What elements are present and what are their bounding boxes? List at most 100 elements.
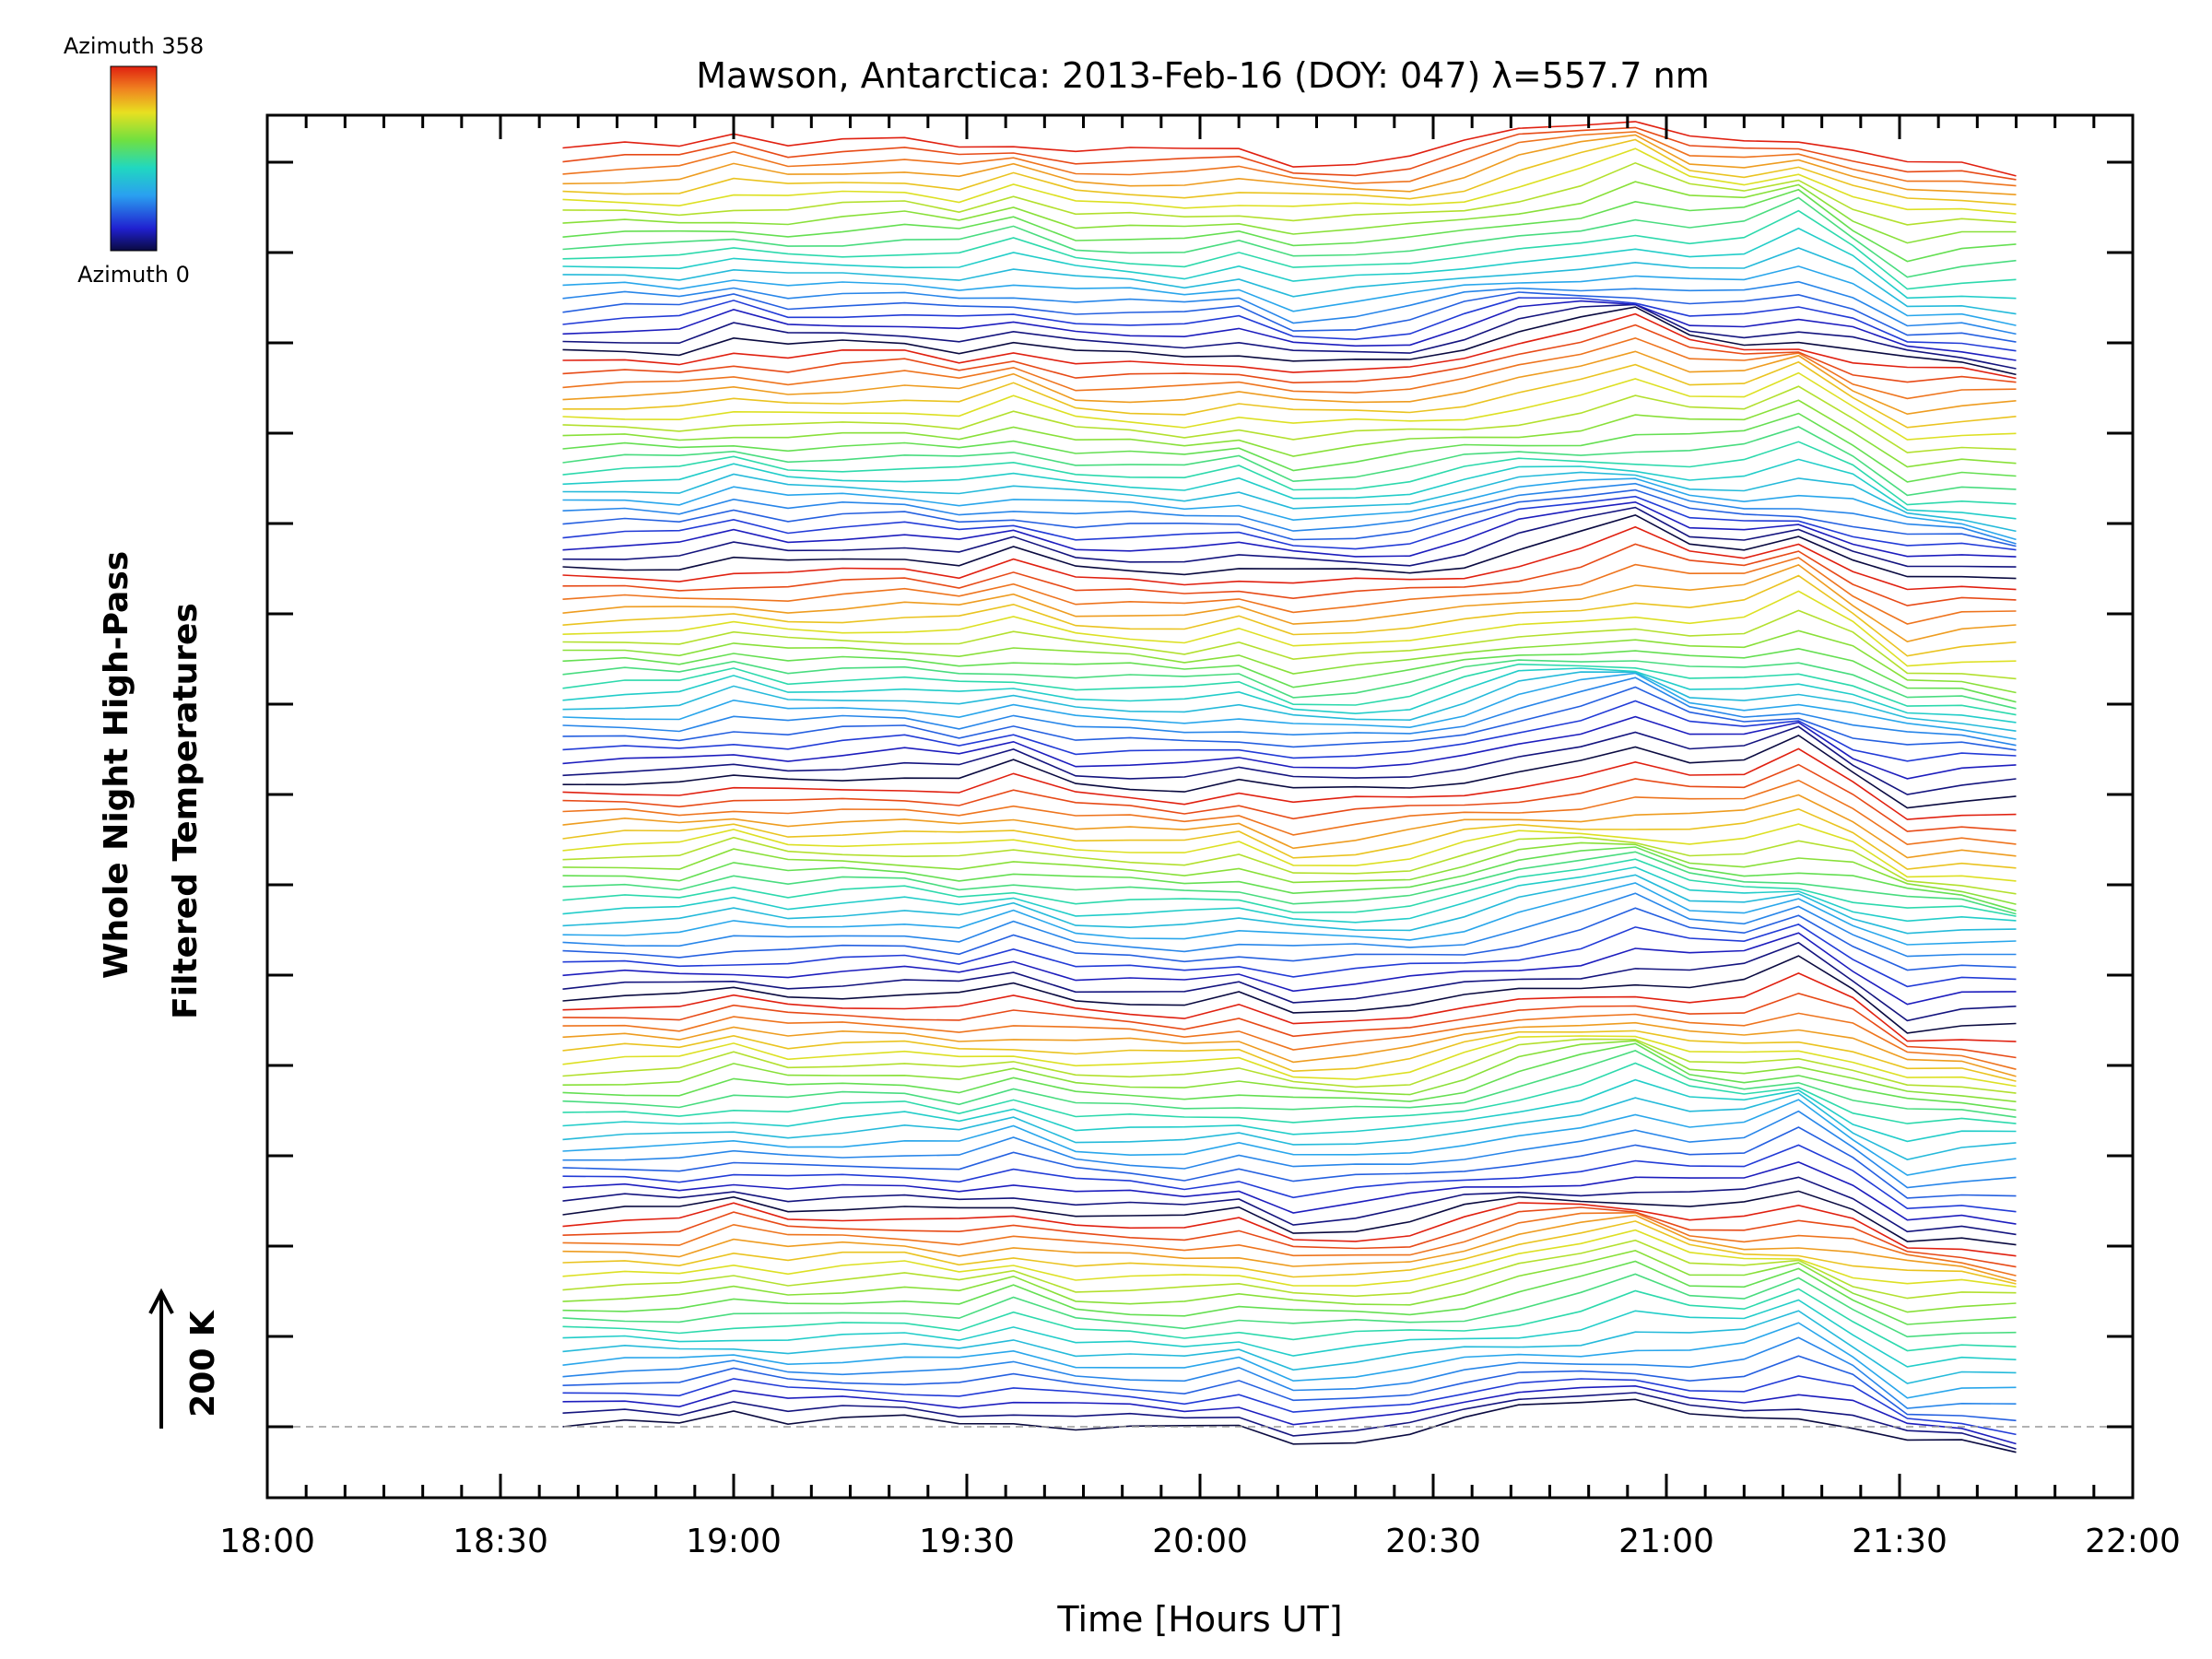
azimuth-series-line [562,924,2017,988]
azimuth-series-line [562,907,2017,971]
plot-frame [265,113,2135,1500]
azimuth-series-line [562,506,2017,568]
azimuth-series-line [562,227,2017,300]
azimuth-series-line [562,1050,2017,1118]
azimuth-series-line [562,874,2017,935]
azimuth-series-line [562,866,2017,924]
azimuth-series-line [562,858,2017,917]
azimuth-series-line [562,1035,2017,1088]
azimuth-series-line [562,324,2017,384]
azimuth-series-line [562,458,2017,520]
azimuth-series-line [562,1110,2017,1189]
azimuth-series-line [562,291,2017,343]
x-axis-ticks: 18:00 18:30 19:00 19:30 20:00 20:30 21:00 21:30… [219,115,2181,1560]
azimuth-series-line [562,525,2017,591]
azimuth-series-line [562,841,2017,905]
azimuth-series-line [562,1392,2017,1450]
azimuth-series-line [562,1375,2017,1436]
azimuth-series-line [562,265,2017,326]
plot-series-group [562,121,2017,1453]
azimuth-series-line [562,1021,2017,1077]
x-tick-label: 19:30 [919,1523,1015,1560]
x-tick-label: 20:30 [1385,1523,1481,1560]
azimuth-series-line [562,794,2017,859]
azimuth-series-line [562,247,2017,315]
azimuth-series-line [562,181,2017,244]
azimuth-series-line [562,609,2017,680]
azimuth-series-line [562,1144,2017,1213]
colorbar: Azimuth 358 Azimuth 0 [64,33,204,288]
scale-bar: 200 K [148,1288,222,1429]
scale-bar-arrowhead [148,1288,174,1314]
azimuth-series-line [562,1126,2017,1199]
azimuth-series-line [562,846,2017,912]
azimuth-series-line [562,557,2017,625]
azimuth-series-line [562,1202,2017,1257]
azimuth-series-line [562,1299,2017,1368]
azimuth-series-line [562,196,2017,278]
azimuth-series-line [562,482,2017,545]
azimuth-series-line [562,441,2017,506]
azimuth-series-line [562,1078,2017,1143]
azimuth-series-line [562,543,2017,606]
x-tick-label: 20:00 [1152,1523,1248,1560]
azimuth-series-line [562,1176,2017,1236]
azimuth-series-line [562,350,2017,416]
y-axis-ticks [267,160,2133,1429]
colorbar-bottom-label: Azimuth 0 [77,262,190,288]
azimuth-series-line [562,700,2017,762]
azimuth-series-line [562,500,2017,558]
azimuth-series-line [562,882,2017,946]
y-axis-label: Whole Night High-Pass Filtered Temperatu… [98,551,205,1019]
azimuth-series-line [562,836,2017,895]
colorbar-top-label: Azimuth 358 [64,33,204,59]
azimuth-series-line [562,1038,2017,1094]
azimuth-series-line [562,932,2017,1006]
azimuth-series-line [562,131,2017,187]
azimuth-series-line [562,1398,2017,1453]
azimuth-series-line [562,412,2017,483]
azimuth-series-line [562,280,2017,335]
azimuth-series-line [562,955,2017,1034]
azimuth-series-line [562,672,2017,740]
azimuth-series-line [562,147,2017,215]
azimuth-series-line [562,667,2017,724]
azimuth-series-line [562,779,2017,846]
azimuth-series-line [562,495,2017,551]
azimuth-series-line [562,300,2017,361]
azimuth-series-line [562,1012,2017,1070]
azimuth-series-line [562,1273,2017,1338]
azimuth-series-line [562,747,2017,820]
azimuth-series-line [562,1161,2017,1225]
azimuth-series-line [562,972,2017,1042]
y-axis-label-line1: Whole Night High-Pass [98,551,135,979]
azimuth-series-line [562,1260,2017,1325]
azimuth-series-line [562,941,2017,1022]
azimuth-series-line [562,1322,2017,1399]
azimuth-series-line [562,1310,2017,1384]
chart-title: Mawson, Antarctica: 2013-Feb-16 (DOY: 04… [696,55,1709,96]
azimuth-series-line [562,297,2017,352]
azimuth-series-line [562,336,2017,400]
azimuth-series-line [562,1355,2017,1422]
azimuth-series-line [562,188,2017,263]
azimuth-series-line [562,823,2017,882]
scale-bar-label: 200 K [184,1310,222,1418]
azimuth-series-line [562,629,2017,694]
azimuth-series-line [562,399,2017,468]
azimuth-series-line [562,1042,2017,1112]
azimuth-series-line [562,1211,2017,1277]
azimuth-series-line [562,590,2017,667]
azimuth-series-line [562,126,2017,181]
azimuth-series-line [562,1062,2017,1124]
azimuth-series-line [562,385,2017,453]
azimuth-series-line [562,574,2017,657]
azimuth-series-line [562,371,2017,441]
azimuth-series-line [562,513,2017,580]
x-tick-label: 19:00 [686,1523,782,1560]
azimuth-series-line [562,734,2017,809]
azimuth-series-line [562,1214,2017,1282]
azimuth-series-line [562,1239,2017,1300]
x-tick-label: 18:00 [219,1523,315,1560]
